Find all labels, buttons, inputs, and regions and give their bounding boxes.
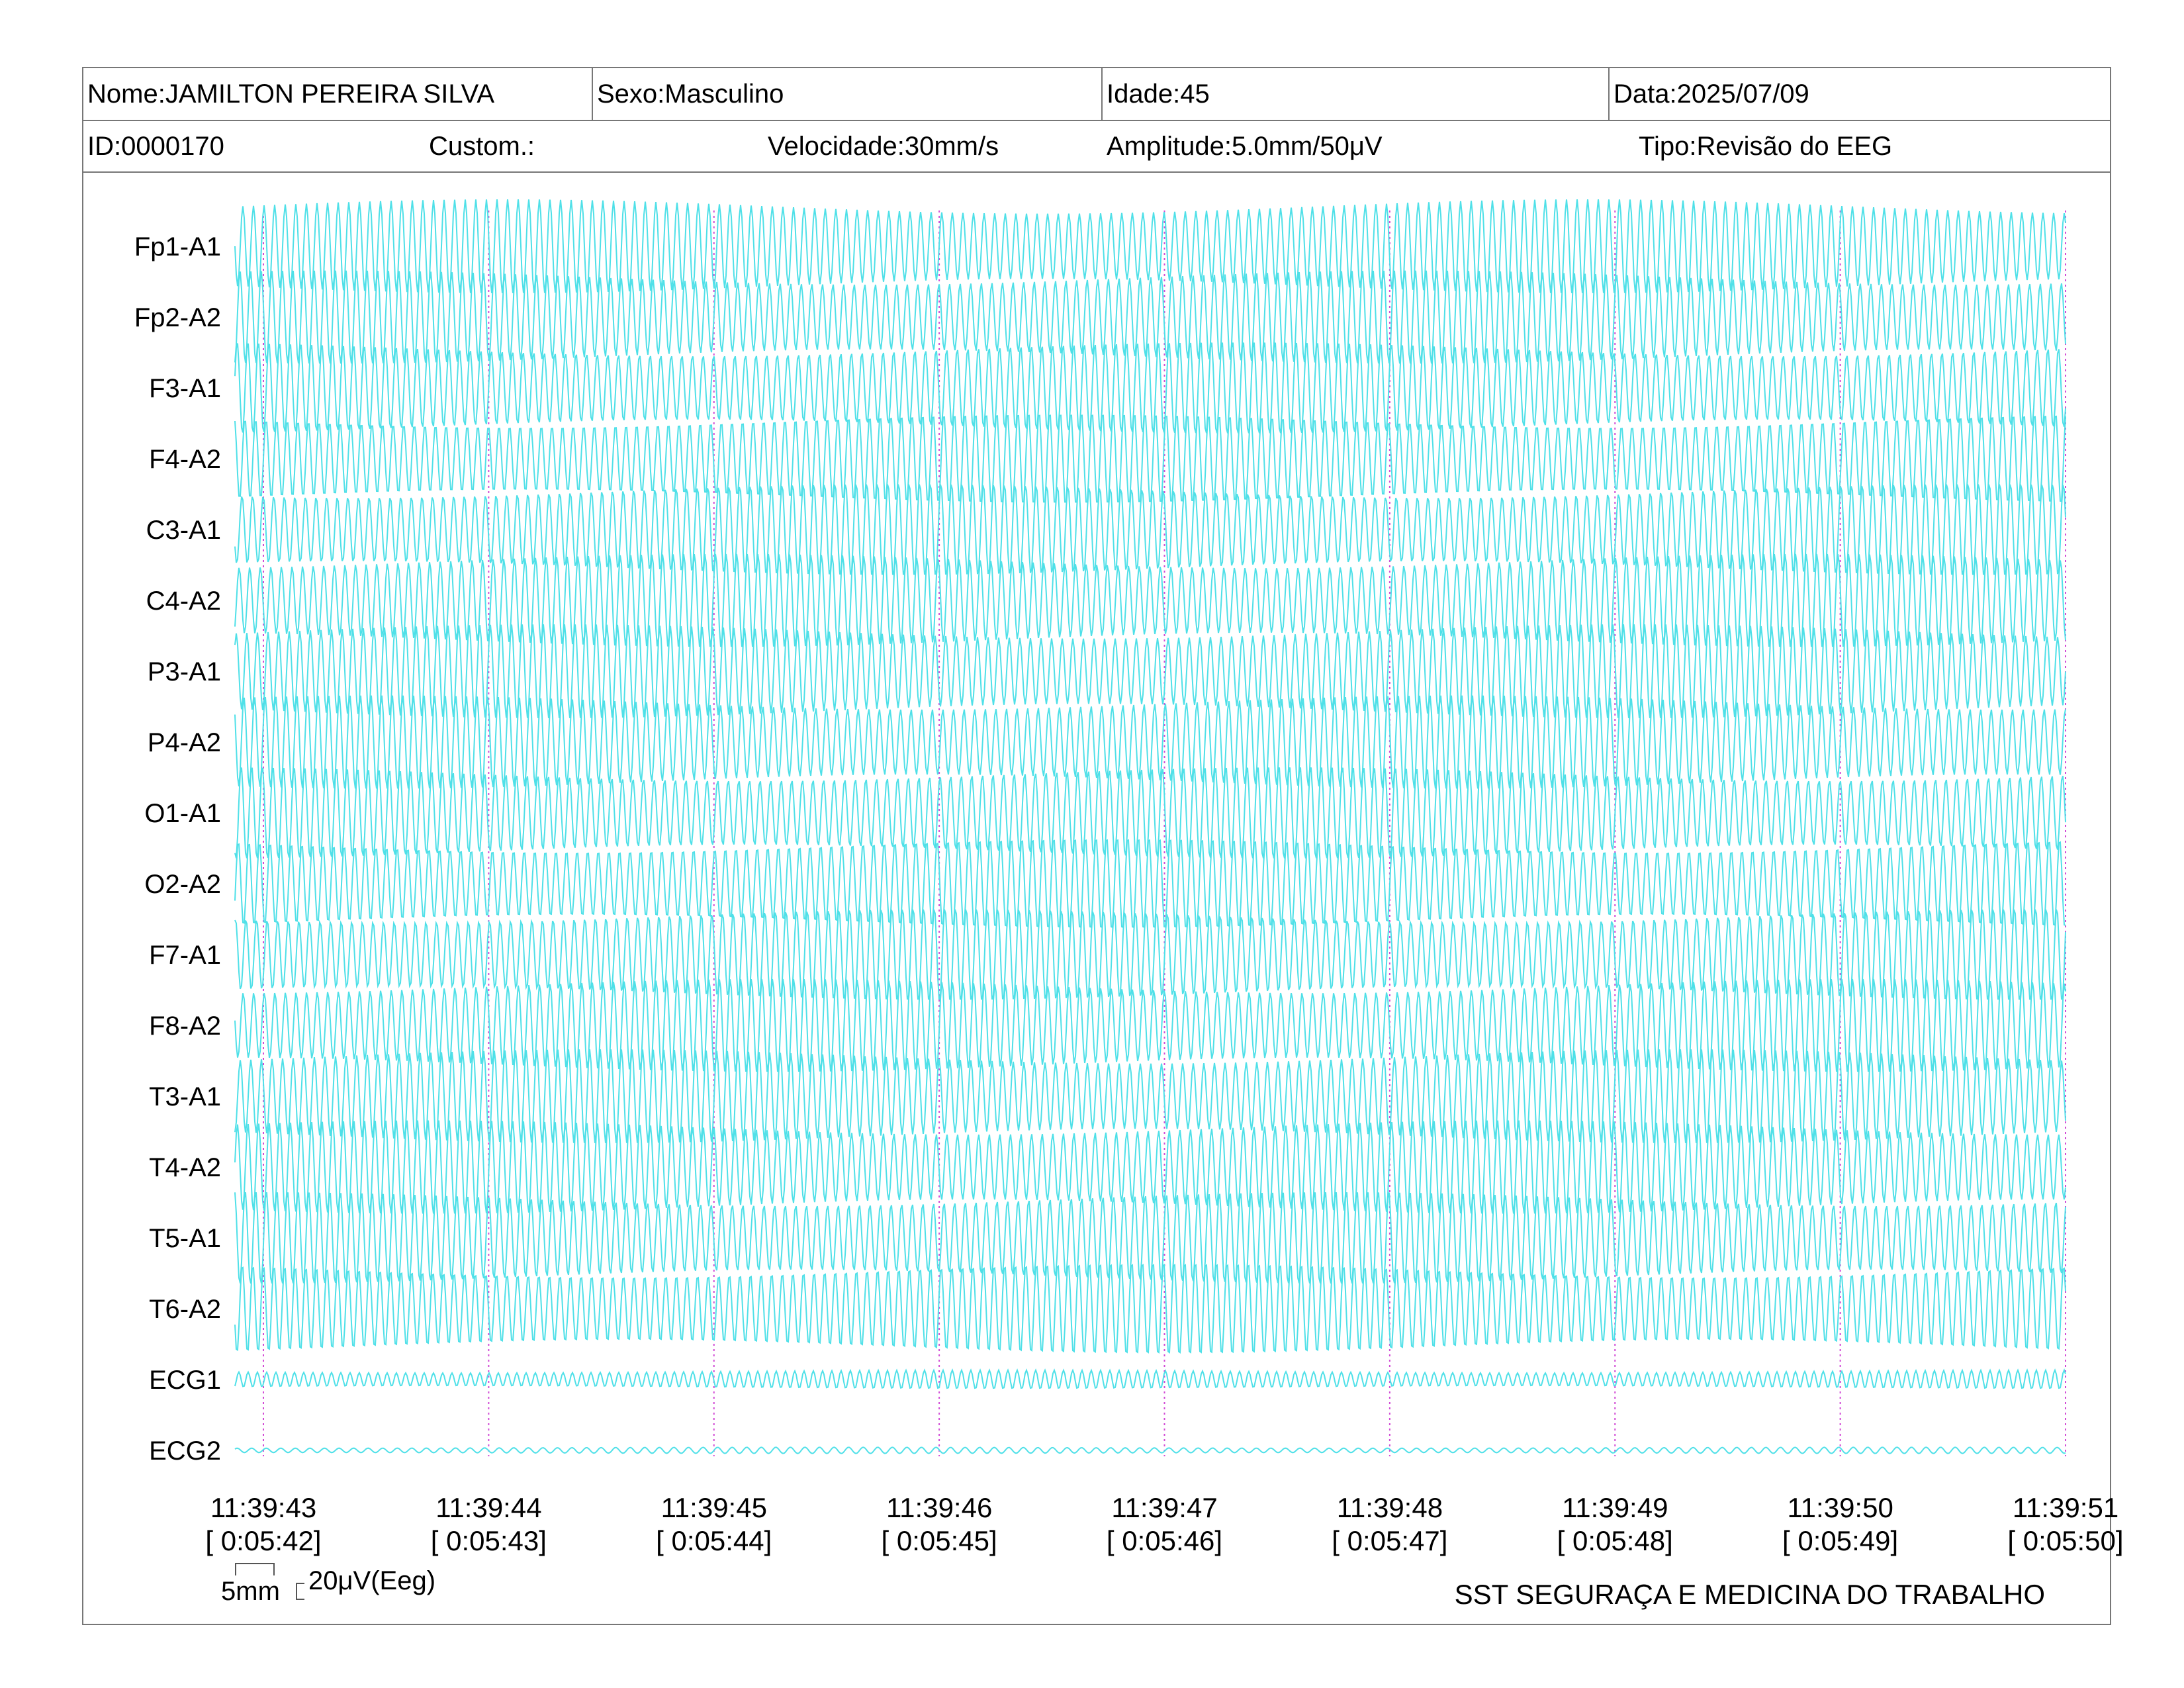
channel-label-p4-a2: P4-A2 (148, 728, 221, 757)
channel-label-ecg2: ECG2 (149, 1436, 221, 1466)
trace-p4-a2 (234, 695, 2066, 789)
patient-id: ID:0000170 (87, 131, 224, 161)
trace-f4-a2 (234, 414, 2066, 503)
trace-f3-a1 (234, 342, 2066, 434)
trace-p3-a1 (234, 624, 2066, 718)
channel-label-ecg1: ECG1 (149, 1366, 221, 1395)
exam-type: Tipo:Revisão do EEG (1639, 131, 1893, 161)
trace-fp1-a1 (234, 199, 2066, 293)
patient-sex: Sexo:Masculino (592, 68, 1101, 120)
trace-t6-a2 (234, 1264, 2066, 1354)
channel-label-fp1-a1: Fp1-A1 (134, 232, 221, 261)
patient-age: Idade:45 (1101, 68, 1608, 120)
time-scale-label: 5mm (221, 1577, 280, 1606)
time-tick-label: 11:39:43 (210, 1492, 316, 1523)
time-tick-label: 11:39:49 (1562, 1492, 1668, 1523)
trace-f7-a1 (234, 909, 2066, 1000)
channel-label-f3-a1: F3-A1 (149, 374, 221, 403)
header-row-2: ID:0000170 Custom.: Velocidade:30mm/s Am… (83, 121, 2110, 173)
channel-label-t6-a2: T6-A2 (149, 1295, 221, 1324)
channel-label-t5-a1: T5-A1 (149, 1224, 221, 1253)
trace-t5-a1 (234, 1192, 2066, 1284)
trace-c3-a1 (234, 484, 2066, 575)
trace-fp2-a2 (234, 270, 2066, 364)
elapsed-tick-label: [ 0:05:43] (431, 1525, 547, 1556)
eeg-traces (234, 199, 2066, 1454)
amplitude-setting: Amplitude:5.0mm/50μV (1107, 131, 1383, 161)
header-row-1: Nome:JAMILTON PEREIRA SILVA Sexo:Masculi… (83, 68, 2110, 121)
elapsed-tick-label: [ 0:05:50] (2007, 1525, 2123, 1556)
trace-f8-a2 (234, 978, 2066, 1072)
elapsed-tick-label: [ 0:05:45] (882, 1525, 997, 1556)
trace-ecg2 (234, 1446, 2066, 1454)
time-tick-label: 11:39:47 (1111, 1492, 1217, 1523)
elapsed-tick-label: [ 0:05:49] (1782, 1525, 1898, 1556)
channel-label-o2-a2: O2-A2 (144, 870, 221, 899)
channel-label-fp2-a2: Fp2-A2 (134, 303, 221, 332)
channel-label-c4-a2: C4-A2 (146, 586, 221, 616)
report-frame: Nome:JAMILTON PEREIRA SILVA Sexo:Masculi… (82, 67, 2111, 1625)
amp-scale-label: 20μV(Eeg) (308, 1566, 436, 1595)
channel-label-f4-a2: F4-A2 (149, 445, 221, 474)
exam-date: Data:2025/07/09 (1608, 68, 2111, 120)
scale-bar-icon (235, 1563, 304, 1600)
custom-field: Custom.: (429, 131, 535, 161)
time-tick-label: 11:39:45 (661, 1492, 767, 1523)
time-tick-labels: 11:39:43[ 0:05:42] 11:39:44[ 0:05:43] 11:3… (205, 1492, 2123, 1556)
trace-ecg1 (234, 1368, 2066, 1389)
trace-t4-a2 (234, 1120, 2066, 1214)
channel-label-o1-a1: O1-A1 (144, 799, 221, 828)
trace-c4-a2 (234, 553, 2066, 647)
channel-label-f8-a2: F8-A2 (149, 1011, 221, 1041)
trace-o2-a2 (234, 839, 2066, 929)
channel-label-f7-a1: F7-A1 (149, 941, 221, 970)
elapsed-tick-label: [ 0:05:48] (1557, 1525, 1673, 1556)
channel-labels: Fp1-A1 Fp2-A2 F3-A1 F4-A2 C3-A1 C4-A2 P3-A1 P4-… (134, 232, 221, 1466)
elapsed-tick-label: [ 0:05:44] (656, 1525, 772, 1556)
speed-setting: Velocidade:30mm/s (768, 131, 999, 161)
elapsed-tick-label: [ 0:05:46] (1107, 1525, 1222, 1556)
trace-o1-a1 (234, 767, 2066, 859)
channel-label-t3-a1: T3-A1 (149, 1082, 221, 1111)
trace-t3-a1 (234, 1049, 2066, 1143)
channel-label-c3-a1: C3-A1 (146, 516, 221, 545)
time-tick-label: 11:39:48 (1337, 1492, 1443, 1523)
patient-name: Nome:JAMILTON PEREIRA SILVA (87, 79, 494, 109)
time-tick-label: 11:39:50 (1787, 1492, 1893, 1523)
channel-label-p3-a1: P3-A1 (148, 657, 221, 686)
elapsed-tick-label: [ 0:05:47] (1332, 1525, 1447, 1556)
time-tick-label: 11:39:46 (886, 1492, 992, 1523)
elapsed-tick-label: [ 0:05:42] (205, 1525, 321, 1556)
channel-label-t4-a2: T4-A2 (149, 1153, 221, 1182)
time-tick-label: 11:39:51 (2013, 1492, 2118, 1523)
clinic-name: SST SEGURAÇA E MEDICINA DO TRABALHO (1454, 1579, 2045, 1610)
time-tick-label: 11:39:44 (435, 1492, 541, 1523)
